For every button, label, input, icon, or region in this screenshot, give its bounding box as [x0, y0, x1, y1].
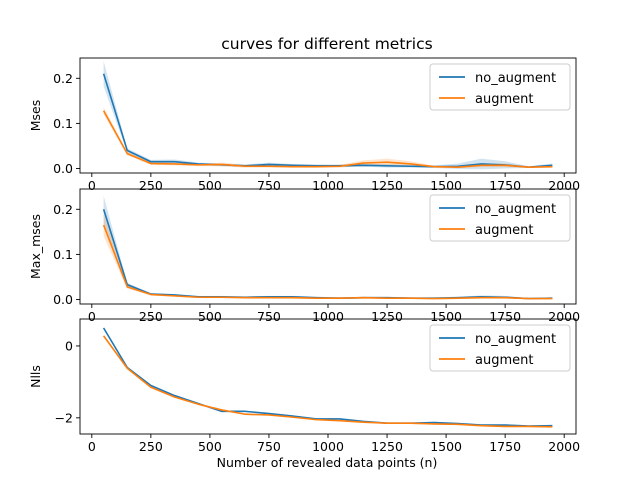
x-tick-label: 1000: [312, 178, 344, 193]
x-tick-label: 1250: [371, 178, 403, 193]
series-line-augment: [102, 110, 553, 168]
x-tick-label: 500: [198, 439, 222, 454]
panel-3: 0 250 500 750 1000 1250 1500 1750 2000 0 −2 Nlls no_…: [28, 318, 580, 454]
x-tick-label: 0: [88, 178, 96, 193]
x-tick-label: 1500: [430, 439, 462, 454]
legend-label-augment: augment: [475, 223, 533, 238]
x-tick-label: 1000: [312, 439, 344, 454]
x-tick-label: 500: [198, 178, 222, 193]
y-axis-label: Mses: [28, 100, 43, 132]
panel-1: 0 250 500 750 1000 1250 1500 1750 2000 0.0 0.1 0.2 M…: [28, 57, 580, 193]
x-tick-label: 1000: [312, 309, 344, 324]
y-tick-label: 0.0: [53, 292, 73, 307]
x-tick-label: 1250: [371, 439, 403, 454]
x-tick-label: 0: [88, 309, 96, 324]
panel-2: 0 250 500 750 1000 1250 1500 1750 2000 0.0 0.1 0.2 M…: [28, 188, 580, 324]
x-tick-label: 750: [257, 309, 281, 324]
legend-label-no_augment: no_augment: [475, 202, 556, 217]
y-tick-label: 0: [65, 338, 73, 353]
x-tick-label: 2000: [548, 178, 580, 193]
x-tick-label: 750: [257, 439, 281, 454]
x-tick-label: 250: [139, 309, 163, 324]
x-tick-label: 1750: [489, 309, 521, 324]
x-tick-label: 2000: [548, 309, 580, 324]
panels-group: 0 250 500 750 1000 1250 1500 1750 2000 0.0 0.1 0.2 M…: [28, 57, 580, 454]
chart-title: curves for different metrics: [221, 35, 432, 53]
y-tick-label: 0.2: [53, 71, 73, 86]
series-line-augment: [102, 224, 553, 300]
y-tick-label: −2: [55, 410, 73, 425]
y-tick-label: 0.1: [53, 247, 73, 262]
x-tick-label: 1750: [489, 439, 521, 454]
x-tick-label: 1250: [371, 309, 403, 324]
x-tick-label: 500: [198, 309, 222, 324]
legend-label-no_augment: no_augment: [475, 332, 556, 347]
x-tick-label: 250: [139, 439, 163, 454]
legend-label-augment: augment: [475, 92, 533, 107]
y-tick-label: 0.2: [53, 202, 73, 217]
legend-label-augment: augment: [475, 353, 533, 368]
y-tick-label: 0.1: [53, 116, 73, 131]
x-tick-label: 2000: [548, 439, 580, 454]
y-axis-label: Max_mses: [28, 214, 43, 279]
x-tick-label: 0: [88, 439, 96, 454]
x-tick-label: 1750: [489, 178, 521, 193]
series-line-augment: [102, 335, 553, 428]
x-axis-label: Number of revealed data points (n): [217, 455, 438, 470]
y-tick-label: 0.0: [53, 161, 73, 176]
y-axis-label: Nlls: [28, 365, 43, 388]
x-tick-label: 750: [257, 178, 281, 193]
x-tick-label: 250: [139, 178, 163, 193]
x-tick-label: 1500: [430, 178, 462, 193]
legend-label-no_augment: no_augment: [475, 71, 556, 86]
x-tick-label: 1500: [430, 309, 462, 324]
